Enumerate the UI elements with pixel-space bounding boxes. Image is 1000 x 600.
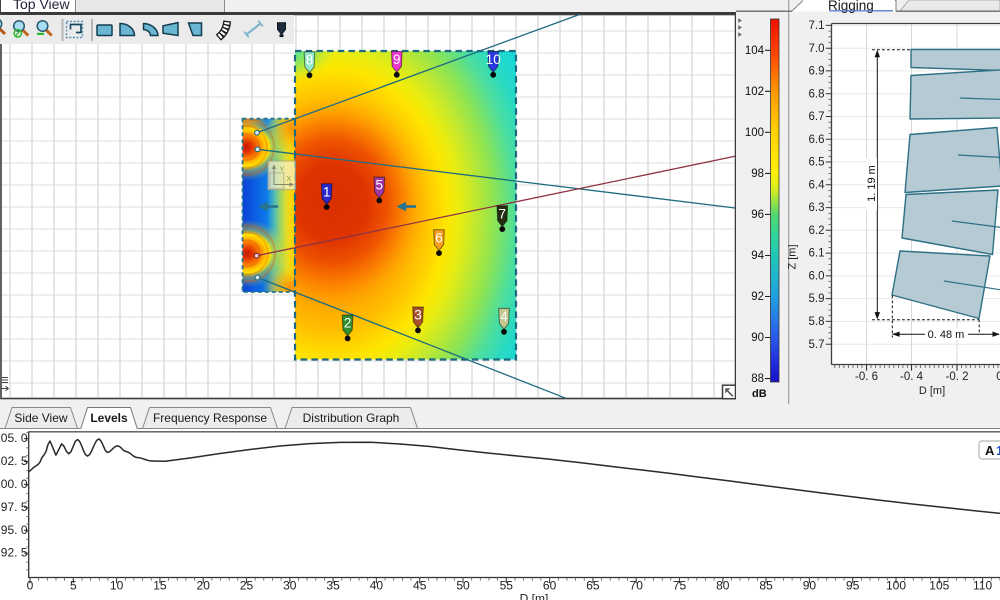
svg-text:6.6: 6.6	[809, 134, 825, 146]
svg-text:1. 19 m: 1. 19 m	[866, 165, 878, 202]
svg-text:Frequency Response: Frequency Response	[153, 411, 267, 425]
svg-text:1: 1	[996, 443, 1000, 458]
svg-text:75: 75	[673, 579, 687, 593]
svg-text:D [m]: D [m]	[919, 385, 945, 397]
svg-text:5.8: 5.8	[809, 316, 825, 328]
svg-text:98: 98	[751, 168, 764, 180]
svg-text:A: A	[985, 443, 995, 458]
svg-text:10: 10	[486, 52, 501, 67]
svg-text:6.9: 6.9	[809, 66, 825, 78]
svg-text:8: 8	[306, 53, 314, 68]
svg-text:90: 90	[803, 579, 817, 593]
svg-text:Rigging: Rigging	[828, 0, 874, 13]
svg-text:88: 88	[751, 373, 764, 385]
svg-text:40: 40	[370, 579, 384, 593]
svg-text:0.: 0.	[996, 371, 1000, 383]
svg-text:9: 9	[393, 52, 401, 67]
svg-text:92: 92	[751, 291, 764, 303]
svg-text:5: 5	[70, 579, 77, 593]
svg-text:7: 7	[499, 206, 507, 221]
svg-text:5.9: 5.9	[809, 293, 825, 305]
svg-text:45: 45	[413, 579, 427, 593]
svg-text:94: 94	[751, 250, 764, 262]
svg-text:0: 0	[27, 579, 34, 593]
svg-text:105: 105	[929, 579, 949, 593]
svg-text:D [m]: D [m]	[520, 592, 549, 600]
svg-text:3: 3	[414, 308, 422, 323]
svg-text:-0. 4: -0. 4	[900, 371, 924, 383]
svg-text:0. 48 m: 0. 48 m	[928, 329, 965, 341]
svg-text:25: 25	[240, 579, 254, 593]
svg-text:35: 35	[326, 579, 340, 593]
svg-text:10: 10	[110, 579, 124, 593]
svg-text:-0. 6: -0. 6	[855, 371, 878, 383]
svg-text:Distribution Graph: Distribution Graph	[303, 411, 400, 425]
svg-text:15: 15	[153, 579, 167, 593]
svg-text:6.7: 6.7	[809, 111, 825, 123]
svg-text:6.3: 6.3	[809, 202, 825, 214]
svg-text:6.8: 6.8	[809, 88, 825, 100]
svg-text:70: 70	[630, 579, 644, 593]
svg-text:X: X	[287, 176, 292, 183]
svg-text:1: 1	[323, 184, 331, 199]
svg-text:30: 30	[283, 579, 297, 593]
svg-text:50: 50	[456, 579, 470, 593]
svg-text:2: 2	[344, 316, 352, 331]
svg-text:104: 104	[745, 45, 765, 57]
svg-text:Side View: Side View	[14, 411, 67, 425]
svg-text:97. 5: 97. 5	[1, 500, 28, 514]
svg-text:95. 0: 95. 0	[1, 523, 28, 537]
svg-text:95: 95	[846, 579, 860, 593]
svg-text:6.1: 6.1	[809, 248, 825, 260]
svg-text:5: 5	[376, 178, 384, 193]
svg-text:6.5: 6.5	[809, 157, 825, 169]
svg-text:55: 55	[500, 579, 514, 593]
svg-text:110: 110	[973, 579, 992, 593]
svg-text:90: 90	[751, 332, 764, 344]
svg-text:-0. 2: -0. 2	[945, 371, 968, 383]
svg-text:105. 0: 105. 0	[0, 431, 28, 445]
svg-text:100: 100	[886, 579, 906, 593]
svg-text:Z [m]: Z [m]	[788, 244, 799, 269]
svg-text:65: 65	[586, 579, 600, 593]
svg-text:20: 20	[197, 579, 211, 593]
svg-text:6.0: 6.0	[809, 271, 825, 283]
svg-text:7.1: 7.1	[809, 20, 825, 32]
svg-text:100: 100	[745, 127, 764, 139]
svg-text:60: 60	[543, 579, 557, 593]
svg-text:92. 5: 92. 5	[1, 546, 28, 560]
svg-text:100. 0: 100. 0	[0, 477, 28, 491]
svg-text:5.7: 5.7	[809, 339, 825, 351]
svg-text:102: 102	[745, 86, 764, 98]
svg-text:85: 85	[759, 579, 773, 593]
svg-text:6.2: 6.2	[809, 225, 825, 237]
svg-text:96: 96	[751, 209, 764, 221]
svg-text:6: 6	[435, 230, 443, 245]
svg-text:Y: Y	[280, 167, 285, 174]
svg-text:dB: dB	[752, 388, 767, 400]
svg-text:6.4: 6.4	[809, 179, 826, 191]
svg-text:4: 4	[500, 309, 508, 324]
svg-text:Levels: Levels	[90, 411, 128, 425]
svg-text:7.0: 7.0	[809, 43, 825, 55]
svg-text:80: 80	[716, 579, 730, 593]
svg-text:102. 5: 102. 5	[0, 454, 28, 468]
